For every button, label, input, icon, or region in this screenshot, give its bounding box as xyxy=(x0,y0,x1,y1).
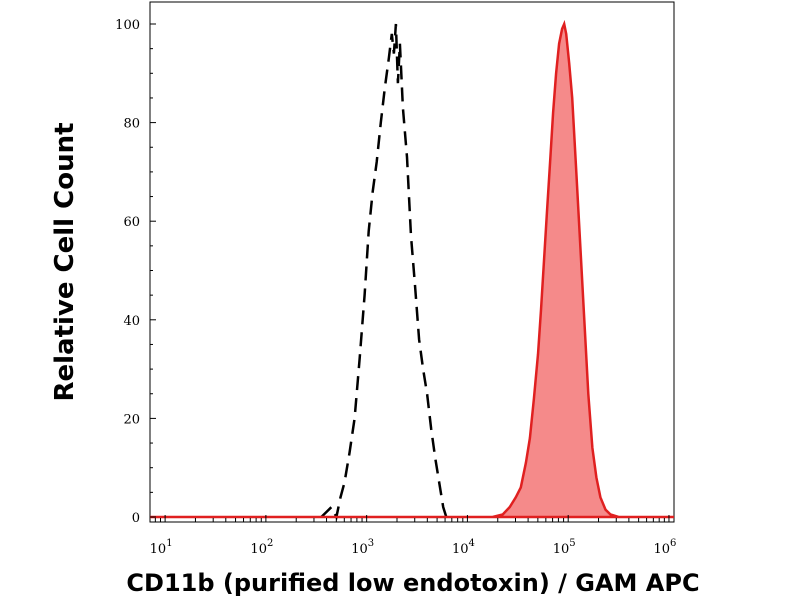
y-axis-title: Relative Cell Count xyxy=(50,122,80,401)
x-axis-ticks: 101 102 103 104 105 106 xyxy=(150,515,677,557)
y-tick-label: 60 xyxy=(123,215,140,230)
series-layer xyxy=(150,19,674,521)
series-dashed-histogram xyxy=(320,23,448,521)
y-tick-label: 20 xyxy=(123,412,140,427)
x-tick-label: 104 xyxy=(452,538,475,557)
x-axis-title: CD11b (purified low endotoxin) / GAM APC xyxy=(126,569,699,597)
x-tick-label: 103 xyxy=(351,538,374,557)
series-filled-histogram xyxy=(150,19,674,519)
x-tick-label: 106 xyxy=(654,538,677,557)
y-tick-label: 100 xyxy=(115,18,140,33)
x-tick-label: 105 xyxy=(553,538,576,557)
y-axis-ticks: 0 20 40 60 80 100 xyxy=(115,18,156,526)
y-tick-label: 0 xyxy=(132,511,140,526)
y-tick-label: 80 xyxy=(123,117,140,132)
y-tick-label: 40 xyxy=(123,314,140,329)
plot-frame xyxy=(149,1,675,523)
x-tick-label: 102 xyxy=(250,538,273,557)
x-tick-label: 101 xyxy=(150,538,173,557)
